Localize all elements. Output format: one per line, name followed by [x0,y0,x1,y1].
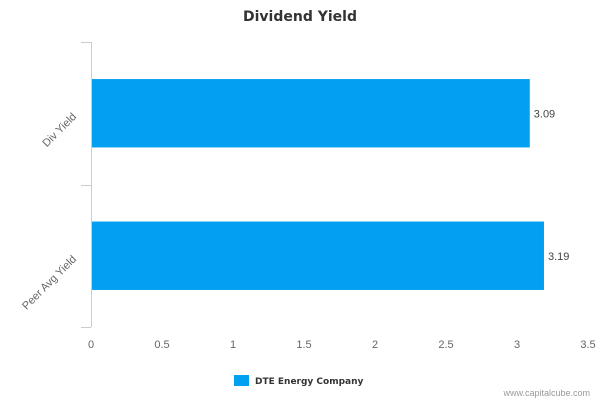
bar [92,79,530,148]
legend-label: DTE Energy Company [255,377,364,387]
legend[interactable]: DTE Energy Company [234,375,364,387]
x-tick-label: 3 [514,339,520,351]
chart-title: Dividend Yield [243,9,357,25]
x-tick-label: 0 [88,339,94,351]
axis-layer [81,42,92,328]
bar-layer [92,79,544,290]
x-tick-label: 0.5 [154,339,169,351]
legend-swatch [234,375,249,386]
x-tick-label: 1 [230,339,236,351]
category-label: Peer Avg Yield [20,253,79,312]
category-label: Div Yield [40,111,79,150]
data-label: 3.19 [548,251,569,263]
x-tick-label: 3.5 [580,339,595,351]
x-tick-label: 2 [372,339,378,351]
data-label: 3.09 [534,108,555,120]
bar [92,221,544,290]
x-tick-label: 1.5 [296,339,311,351]
credit-text[interactable]: www.capitalcube.com [502,388,590,398]
x-tick-label: 2.5 [438,339,453,351]
